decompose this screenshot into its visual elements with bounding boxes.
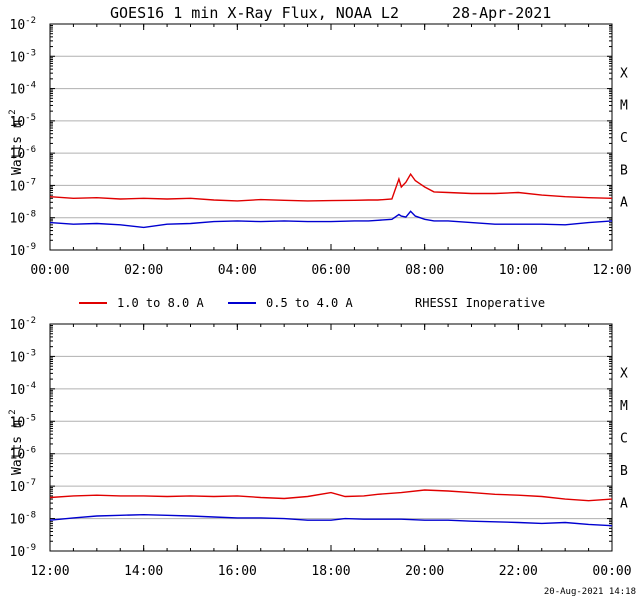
y-tick-label: 10-7: [10, 177, 37, 194]
y-tick-label: 10-8: [10, 511, 37, 528]
flare-class-b: B: [620, 464, 628, 479]
y-tick-label: 10-3: [10, 48, 37, 65]
x-tick-label: 04:00: [218, 263, 257, 278]
y-tick-label: 10-6: [10, 446, 37, 463]
flare-class-c: C: [620, 432, 628, 447]
flare-class-m: M: [620, 99, 628, 114]
x-tick-label: 02:00: [124, 263, 163, 278]
y-tick-label: 10-4: [10, 81, 37, 98]
y-tick-label: 10-4: [10, 381, 37, 398]
y-tick-label: 10-2: [10, 316, 37, 333]
y-axis-label: Watts m-2: [8, 409, 25, 475]
y-tick-label: 10-7: [10, 478, 37, 495]
generated-timestamp: 20-Aug-2021 14:18: [544, 587, 636, 597]
series-line-long: [49, 489, 613, 502]
x-tick-label: 12:00: [30, 564, 69, 579]
chart-panel-top: Watts m-2 10-2 10-3 10-4 10-5 10-6 10-7 10-8 10…: [8, 16, 632, 278]
flare-class-c: C: [620, 131, 628, 146]
y-axis-label: Watts m-2: [8, 109, 25, 175]
y-tick-label: 10-6: [10, 145, 37, 162]
y-tick-label: 10-9: [10, 242, 37, 259]
y-tick-label: 10-5: [10, 413, 37, 430]
chart-date: 28-Apr-2021: [452, 4, 551, 22]
y-tick-label: 10-3: [10, 348, 37, 365]
x-tick-label: 22:00: [499, 564, 538, 579]
plot-frame: [49, 323, 613, 552]
y-tick-label: 10-5: [10, 113, 37, 130]
series-line-short: [49, 210, 613, 229]
flare-class-a: A: [620, 196, 628, 211]
flare-class-b: B: [620, 163, 628, 178]
legend-label-short: 0.5 to 4.0 A: [266, 296, 353, 310]
rhessi-note: RHESSI Inoperative: [415, 296, 545, 310]
legend: 1.0 to 8.0 A 0.5 to 4.0 A RHESSI Inopera…: [79, 296, 545, 310]
x-tick-label: 16:00: [218, 564, 257, 579]
series-line-long: [49, 172, 613, 202]
x-tick-label: 20:00: [405, 564, 444, 579]
y-tick-label: 10-2: [10, 16, 37, 33]
x-tick-label: 00:00: [30, 263, 69, 278]
x-tick-label: 00:00: [592, 564, 631, 579]
legend-label-long: 1.0 to 8.0 A: [117, 296, 204, 310]
x-tick-label: 12:00: [592, 263, 631, 278]
x-tick-label: 08:00: [405, 263, 444, 278]
series-line-short: [49, 513, 613, 527]
x-tick-label: 10:00: [499, 263, 538, 278]
flare-class-x: X: [620, 66, 628, 81]
chart-title: GOES16 1 min X-Ray Flux, NOAA L2: [110, 4, 399, 22]
flare-class-x: X: [620, 367, 628, 382]
flare-class-a: A: [620, 496, 628, 511]
flare-class-m: M: [620, 399, 628, 414]
y-tick-label: 10-8: [10, 210, 37, 227]
x-tick-label: 14:00: [124, 564, 163, 579]
plot-frame: [49, 23, 613, 251]
x-tick-label: 06:00: [311, 263, 350, 278]
chart-panel-bottom: Watts m-2 10-2 10-3 10-4 10-5 10-6 10-7 10-8 10…: [8, 316, 632, 579]
y-tick-label: 10-9: [10, 543, 37, 560]
x-tick-label: 18:00: [311, 564, 350, 579]
